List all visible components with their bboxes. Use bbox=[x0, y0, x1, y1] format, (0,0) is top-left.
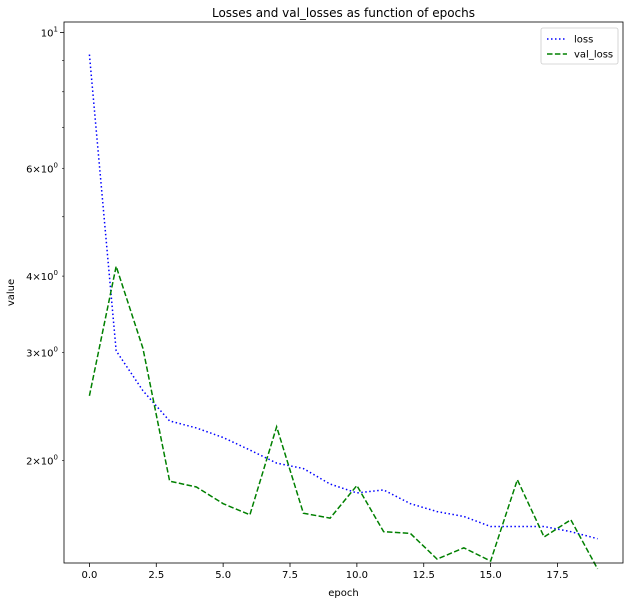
x-axis-label: epoch bbox=[328, 588, 358, 599]
chart-title: Losses and val_losses as function of epo… bbox=[212, 6, 475, 20]
y-tick-label: 4×100 bbox=[26, 269, 58, 283]
series-line-loss bbox=[88, 54, 598, 540]
x-tick-label: 17.5 bbox=[546, 570, 568, 581]
legend: loss val_loss bbox=[540, 27, 619, 65]
y-tick-label: 3×100 bbox=[26, 346, 58, 360]
y-axis-label: value bbox=[6, 279, 17, 306]
x-tick-label: 12.5 bbox=[413, 570, 435, 581]
x-tick-label: 0.0 bbox=[81, 570, 97, 581]
legend-label-loss: loss bbox=[574, 35, 593, 46]
legend-box bbox=[540, 27, 619, 65]
legend-label-val-loss: val_loss bbox=[574, 50, 613, 61]
x-tick-label: 2.5 bbox=[148, 570, 164, 581]
y-tick-label: 101 bbox=[41, 25, 58, 39]
y-tick-label: 6×100 bbox=[26, 161, 58, 175]
x-tick-label: 10.0 bbox=[346, 570, 368, 581]
y-tick-label: 2×100 bbox=[26, 453, 58, 467]
plot-frame bbox=[63, 21, 624, 564]
x-tick-label: 5.0 bbox=[215, 570, 231, 581]
series-line-val-loss bbox=[88, 263, 599, 570]
x-tick-label: 7.5 bbox=[282, 570, 298, 581]
x-tick-label: 15.0 bbox=[479, 570, 501, 581]
